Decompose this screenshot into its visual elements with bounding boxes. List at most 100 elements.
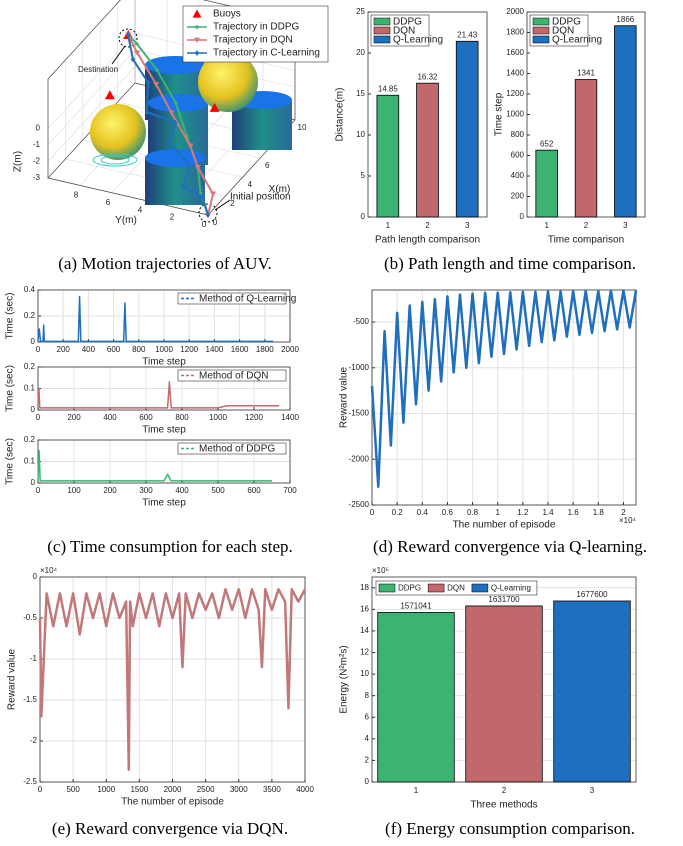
- marker: [134, 50, 141, 56]
- legend-swatch: [532, 26, 550, 35]
- y-tick-label: -500: [353, 317, 370, 326]
- y-tick-label: 0.2: [24, 362, 36, 371]
- legend-label: DQN: [552, 26, 574, 37]
- x-tick-label: 600: [247, 486, 261, 495]
- x-tick-label: 100: [67, 486, 81, 495]
- legend-label: DQN: [447, 584, 465, 593]
- x-tick-label: 800: [132, 345, 146, 354]
- marker: [168, 140, 173, 147]
- x-tick-label: 0: [36, 345, 41, 354]
- caption: (d) Reward convergence via Q-learning.: [373, 537, 647, 556]
- z-tick-label: 0: [36, 124, 41, 133]
- marker: [205, 212, 211, 218]
- legend-marker: [194, 50, 200, 56]
- y-axis-label: Reward value: [7, 648, 18, 710]
- x-axis-label: Time step: [142, 425, 186, 436]
- y-axis-label: Y(m): [115, 215, 137, 226]
- x-tick-label: 2: [425, 221, 430, 230]
- y-axis-label: Time (sec): [5, 293, 16, 340]
- legend-swatch: [373, 26, 391, 35]
- x-tick-label: 400: [103, 413, 117, 422]
- value-label: 16.32: [417, 72, 438, 81]
- y-tick-label: 400: [511, 171, 525, 180]
- y-tick-label: -1.5: [23, 695, 37, 704]
- y-tick-label: 200: [511, 192, 525, 201]
- marker: [146, 79, 151, 86]
- annotation: Destination: [78, 65, 118, 74]
- y-tick-label: 4: [365, 734, 370, 743]
- y-tick-label: -1: [30, 654, 38, 663]
- data-line: [37, 295, 274, 343]
- trajectory: [127, 34, 215, 216]
- x-tick-label: 1: [495, 508, 500, 517]
- legend-label: Buoys: [213, 9, 241, 20]
- legend-swatch: [427, 583, 445, 593]
- ring: [100, 155, 130, 165]
- data-line: [37, 450, 272, 482]
- x-tick-label: 200: [103, 486, 117, 495]
- x-tick-label: 0: [213, 218, 218, 227]
- y-tick-label: -2: [30, 736, 38, 745]
- x-axis-label: Time comparison: [548, 235, 624, 246]
- y-tick-label: -1500: [349, 409, 370, 418]
- value-label: 652: [540, 139, 554, 148]
- sphere: [90, 104, 146, 160]
- legend-label: Trajectory in C-Learning: [213, 48, 320, 59]
- legend-label: Trajectory in DDPG: [213, 22, 300, 33]
- value-label: 21.43: [457, 30, 478, 39]
- x-tick-label: 3500: [263, 785, 281, 794]
- y-tick-label: 16: [360, 604, 369, 613]
- y-tick-label: -2000: [349, 454, 370, 463]
- x-tick-label: 1600: [231, 345, 249, 354]
- z-tick-label: -1: [33, 140, 41, 149]
- x-tick-label: 2500: [197, 785, 215, 794]
- value-label: 1866: [616, 15, 634, 24]
- x-tick-label: 3: [465, 221, 470, 230]
- x-tick-label: 1.6: [568, 508, 580, 517]
- y-tick-label: -2500: [349, 500, 370, 509]
- x-tick-label: 1200: [180, 345, 198, 354]
- x-tick-label: 1: [386, 221, 391, 230]
- x-tick-label: 0: [38, 785, 43, 794]
- x-tick-label: 2: [230, 199, 235, 208]
- caption: (c) Time consumption for each step.: [47, 537, 293, 556]
- x-axis-label: The number of episode: [453, 520, 556, 531]
- legend-swatch: [471, 583, 489, 593]
- y-tick-label: 0.1: [24, 457, 36, 466]
- x-tick-label: 1800: [256, 345, 274, 354]
- x-tick-label: 300: [139, 486, 153, 495]
- marker: [144, 108, 149, 115]
- cylinder: [145, 149, 205, 205]
- marker: [104, 90, 115, 100]
- value-label: 1631700: [488, 595, 520, 604]
- z-axis-label: Z(m): [13, 151, 24, 172]
- x-tick-label: 1.4: [542, 508, 554, 517]
- caption: (f) Energy consumption comparison.: [385, 819, 635, 838]
- trajectory: [127, 34, 209, 216]
- bar: [376, 94, 400, 218]
- y-tick-label: 10: [356, 130, 365, 139]
- y-tick-label: 0.2: [24, 435, 36, 444]
- x-tick-label: 2: [621, 508, 626, 517]
- y-axis-label: Energy (N²m²s): [339, 645, 350, 713]
- x-tick-label: 1200: [245, 413, 263, 422]
- legend-swatch: [378, 583, 396, 593]
- y-tick-label: 1400: [506, 69, 524, 78]
- data-line: [37, 381, 280, 409]
- legend-marker: [194, 37, 200, 43]
- y-tick-label: 0.4: [24, 285, 36, 294]
- x-tick-label: 1400: [206, 345, 224, 354]
- y-tick-label: -0.5: [23, 613, 37, 622]
- x-tick-label: 500: [66, 785, 80, 794]
- x-tick-label: 1500: [130, 785, 148, 794]
- x-tick-label: 200: [57, 345, 71, 354]
- x-tick-label: 1.8: [593, 508, 605, 517]
- marker: [194, 164, 201, 171]
- x-tick-label: 700: [283, 486, 297, 495]
- legend-label: Q-Learning: [393, 35, 443, 46]
- x-tick-label: 2000: [164, 785, 182, 794]
- legend-swatch: [532, 17, 550, 26]
- legend-box: [375, 580, 538, 596]
- caption: (a) Motion trajectories of AUV.: [58, 254, 272, 273]
- marker: [210, 191, 217, 197]
